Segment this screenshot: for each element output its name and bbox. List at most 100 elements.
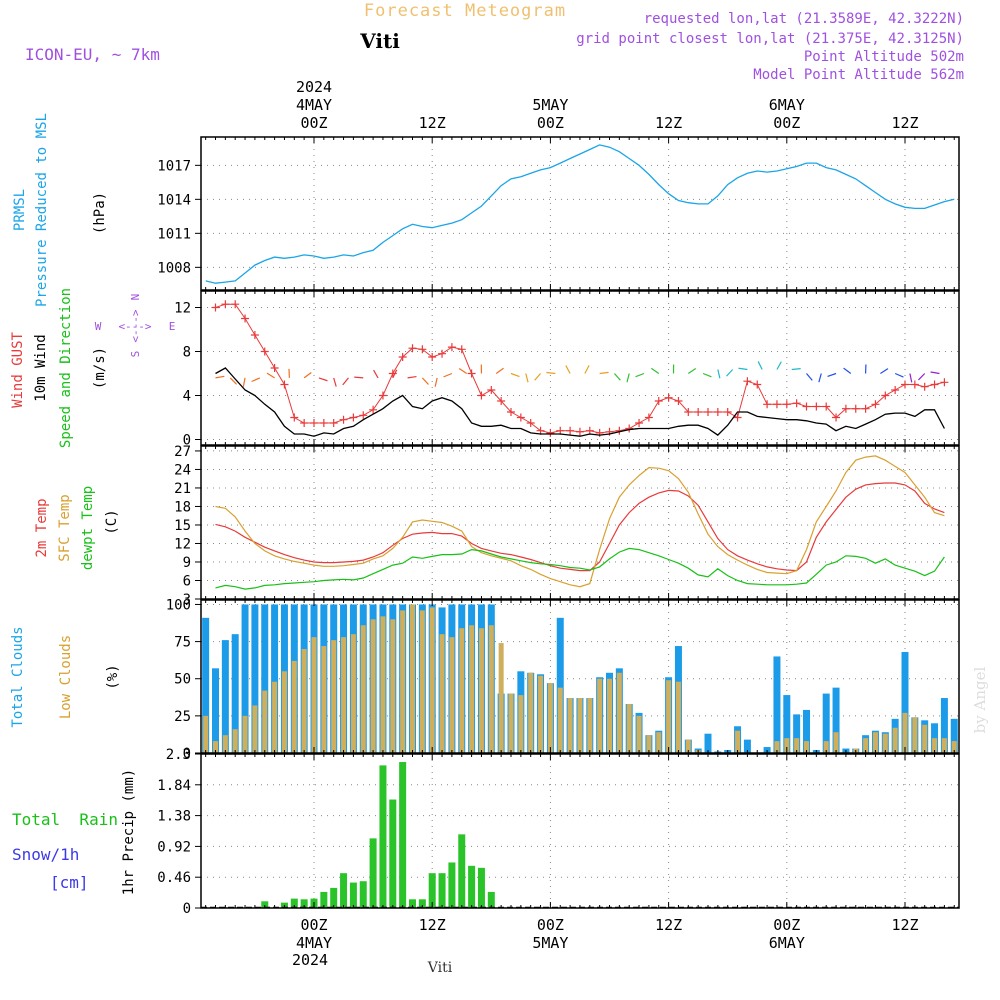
ytick-label: 2.3 — [166, 747, 191, 763]
wind-arrow — [599, 371, 609, 375]
gust-point — [910, 380, 919, 389]
ytick-label: 15 — [174, 518, 191, 534]
gust-point — [822, 402, 831, 411]
totalcloud-bar — [212, 668, 219, 753]
lowcloud-bar — [478, 628, 484, 753]
lowcloud-bar — [213, 741, 218, 753]
gust-point — [349, 413, 358, 422]
lowcloud-bar — [360, 625, 366, 753]
totalcloud-bar — [950, 718, 958, 753]
model-name: ICON-EU, ~ 7km — [25, 45, 160, 64]
gust-point — [871, 400, 880, 409]
lowcloud-label: Low Clouds — [58, 635, 74, 719]
lowcloud-bar — [242, 715, 248, 753]
wind-arrow — [342, 377, 349, 386]
totalcloud-bar — [743, 739, 751, 753]
totalcloud-bar — [783, 695, 791, 753]
gust-point — [516, 413, 525, 422]
rain-bar — [379, 765, 387, 908]
wind-arrow — [215, 375, 225, 379]
panels: 1008101110141017048123691215182124270255… — [157, 136, 960, 917]
lowcloud-bar — [331, 640, 337, 753]
compass-s: S — [129, 351, 142, 358]
wind-direction-arrows — [215, 361, 940, 387]
wind-arrow — [702, 372, 712, 378]
gust-point — [408, 344, 417, 353]
gust-point — [339, 415, 348, 424]
t2m-label: 2m Temp — [34, 498, 50, 557]
lowcloud-bar — [272, 681, 278, 753]
chart-title: Forecast Meteogram — [364, 1, 566, 21]
t2m-line — [215, 482, 945, 572]
gust-point — [398, 353, 407, 361]
gust-point — [664, 393, 673, 402]
rain-bar — [477, 867, 485, 908]
wind-arrow — [354, 376, 364, 379]
lowcloud-bar — [616, 672, 622, 753]
gust-point — [674, 397, 683, 405]
compass-n: N — [129, 294, 142, 301]
totalcloud-bar — [556, 617, 564, 753]
lowcloud-bar — [547, 683, 553, 753]
wind-arrow — [626, 373, 630, 383]
lowcloud-bar — [597, 678, 603, 753]
rain-bar — [330, 887, 338, 908]
top-date-label: 6MAY — [769, 96, 805, 114]
requested-coords: requested lon,lat (21.3589E, 42.3222N) — [644, 11, 964, 27]
gust-markers — [211, 300, 949, 437]
gust-point — [260, 347, 269, 356]
gust-point — [940, 378, 949, 387]
lowcloud-bar — [567, 698, 573, 753]
lowcloud-bar — [577, 698, 583, 753]
rain-bar — [399, 762, 407, 908]
model-altitude: Model Point Altitude 562m — [753, 67, 964, 83]
totalcloud-bar — [231, 634, 239, 753]
gust-point — [467, 369, 476, 378]
gridpoint-coords: grid point closest lon,lat (21.375E, 42.… — [576, 31, 964, 47]
gust-point — [270, 364, 279, 372]
wind-arrow — [918, 373, 926, 381]
rain-bar — [300, 899, 308, 908]
totalcloud-bar — [940, 698, 948, 753]
totalcloud-bar — [221, 640, 229, 753]
wind-labels: Wind GUST 10m Wind Speed and Direction (… — [10, 288, 175, 448]
cloud-unit: (%) — [105, 664, 121, 689]
rain-label: Total Rain — [12, 810, 118, 829]
wind-arrow — [443, 372, 453, 378]
gust-point — [851, 404, 860, 413]
wind-arrow — [791, 368, 801, 371]
wind-arrow — [930, 371, 940, 375]
gust-point — [704, 408, 712, 416]
precip-unit: 1hr Precip (mm) — [121, 769, 137, 895]
wind-arrow — [546, 371, 556, 375]
bottom-date-label: 6MAY — [769, 934, 805, 952]
ytick-label: 4 — [183, 389, 191, 405]
gust-point — [300, 419, 309, 427]
rain-bar — [418, 899, 426, 908]
ytick-label: 8 — [183, 345, 191, 361]
rain-bar — [359, 881, 367, 908]
gust-point — [930, 380, 939, 389]
top-hour-label: 00Z — [773, 114, 800, 132]
totalcloud-bar — [803, 709, 810, 753]
lowcloud-bar — [951, 741, 957, 753]
totalcloud-bar — [271, 604, 279, 753]
gust-point — [369, 405, 378, 414]
totalcloud-bar — [822, 693, 830, 753]
lowcloud-bar — [823, 741, 829, 753]
lowcloud-bar — [892, 727, 898, 753]
wind-arrow — [806, 373, 813, 381]
wind-arrow — [458, 368, 468, 375]
gust-point — [546, 428, 555, 437]
lowcloud-bar — [232, 729, 238, 753]
lowcloud-bar — [922, 724, 928, 753]
lowcloud-bar — [902, 712, 908, 753]
rain-bar — [320, 891, 328, 908]
lowcloud-bar — [882, 733, 888, 753]
top-hour-label: 00Z — [537, 114, 564, 132]
totalcloud-bar — [251, 604, 259, 753]
gust-point — [792, 399, 801, 408]
wind-arrow — [421, 377, 429, 385]
dewpt-label: dewpt Temp — [80, 486, 96, 570]
lowcloud-bar — [311, 637, 317, 753]
